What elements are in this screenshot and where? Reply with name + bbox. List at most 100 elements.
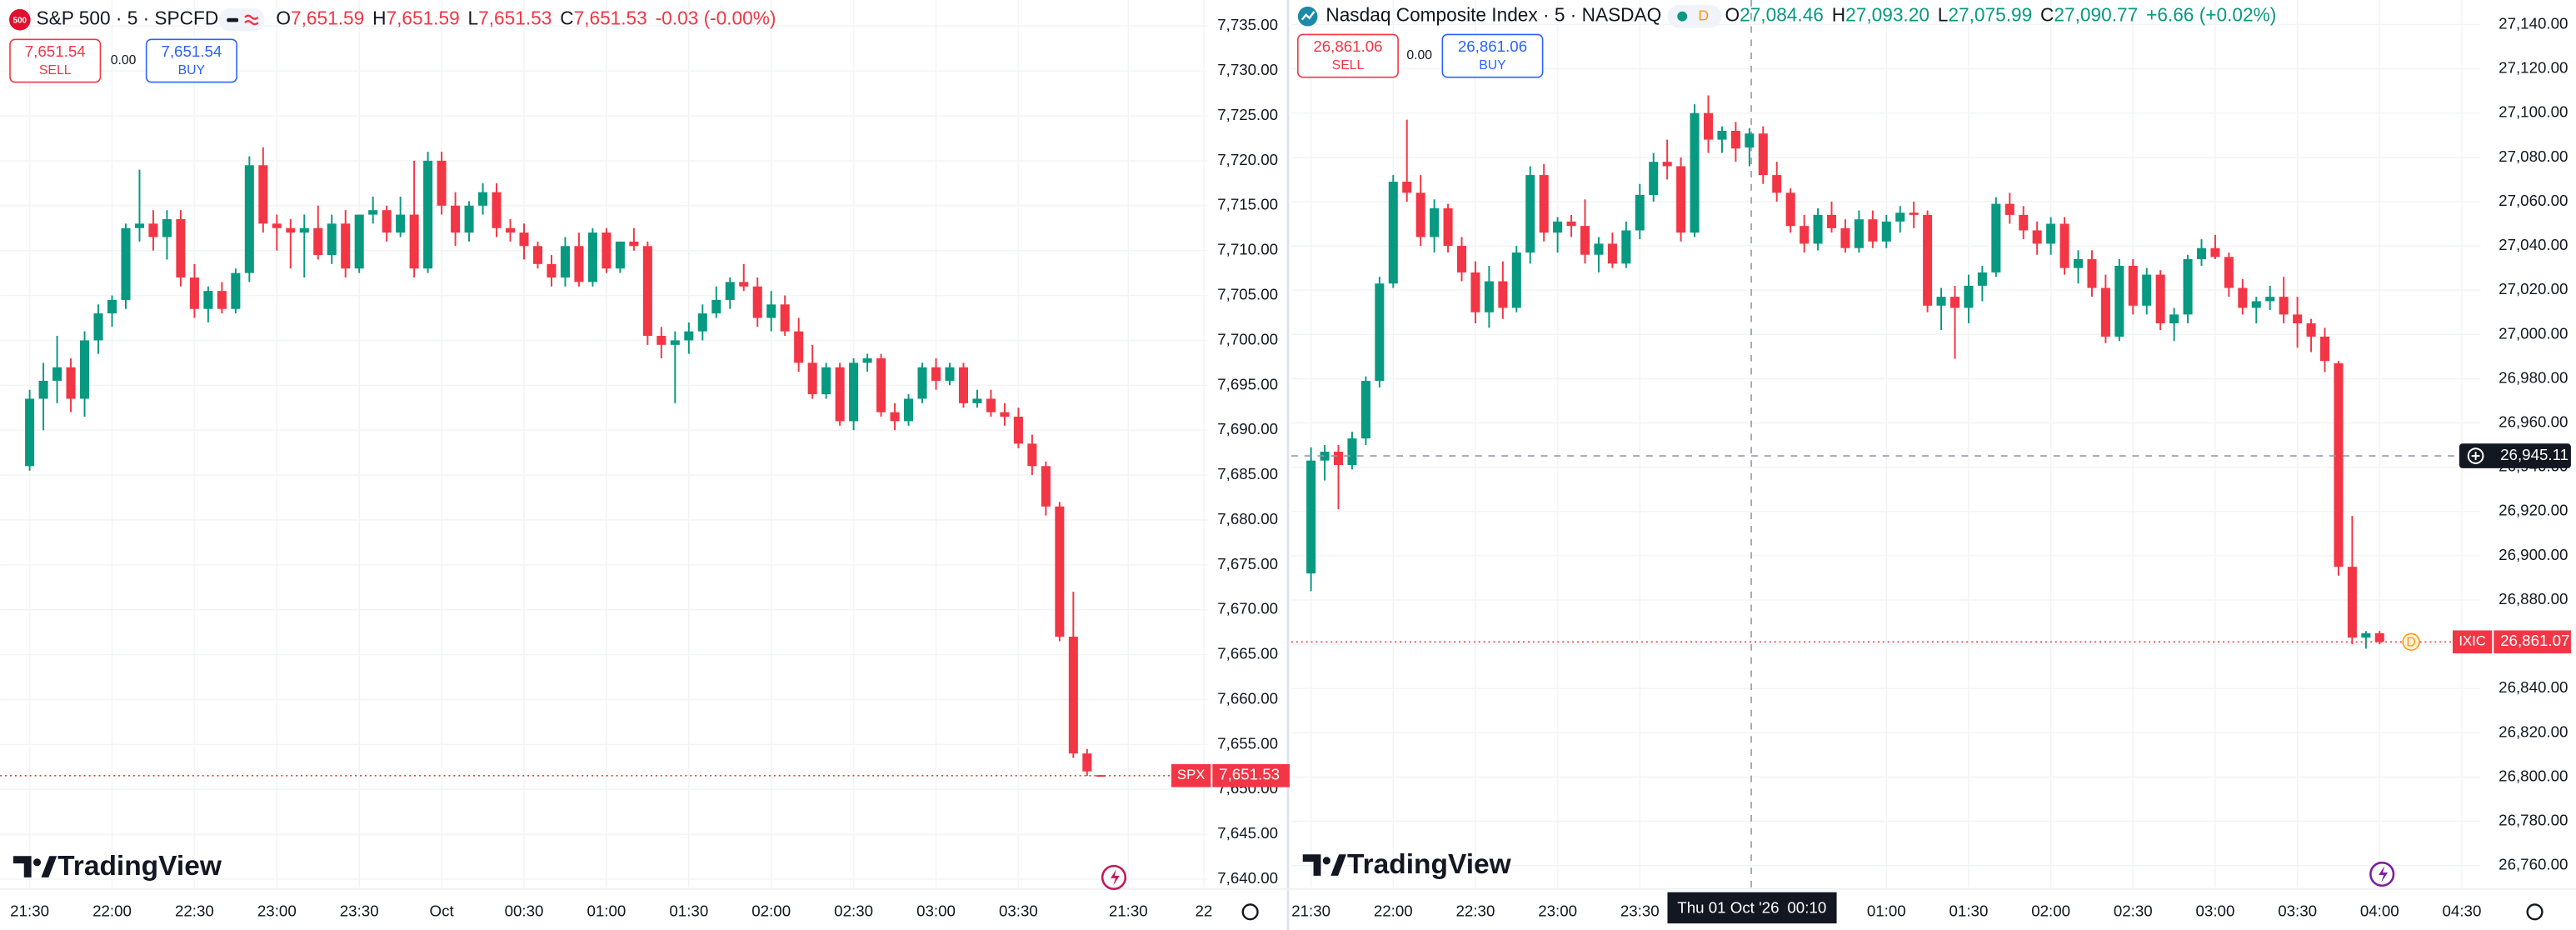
x-tick-label: 00:30 [505, 902, 544, 919]
candle-body [368, 210, 378, 215]
candle-body [1635, 194, 1645, 231]
x-tick-label: 23:30 [1620, 902, 1660, 919]
candle-body [80, 340, 90, 399]
x-tick-label: 23:30 [340, 902, 379, 919]
candle-body [807, 362, 817, 395]
ohlc-key: O [276, 8, 291, 29]
candle-body [2319, 336, 2330, 362]
buy-button[interactable] [1441, 33, 1544, 78]
x-tick-label: 01:30 [1949, 902, 1989, 919]
candle-body [2251, 301, 2261, 308]
candle-body [1000, 412, 1010, 418]
x-tick-label: 03:30 [999, 902, 1038, 919]
ohlc-key: O [1725, 4, 1740, 26]
settings-icon[interactable] [1241, 903, 1259, 921]
y-tick-label: 7,680.00 [1217, 510, 1278, 528]
candle-body [1511, 252, 1521, 308]
alert-icon[interactable] [1101, 864, 1127, 890]
y-tick-label: 26,780.00 [2499, 812, 2568, 829]
candle-body [752, 286, 762, 318]
buy-label: BUY [1479, 58, 1506, 72]
sell-button[interactable] [1297, 33, 1399, 78]
last-symbol-box [1171, 763, 1211, 788]
candle-body [1096, 775, 1106, 778]
x-tick-label: 22:30 [1456, 902, 1495, 919]
crosshair-time: 00:10 [1787, 898, 1826, 916]
x-tick-label: 22:00 [92, 902, 132, 919]
candle-body [1649, 162, 1659, 195]
last-symbol: SPX [1177, 767, 1206, 782]
y-tick-label: 7,715.00 [1217, 196, 1278, 213]
sell-button[interactable] [9, 38, 102, 83]
candle-body [1936, 297, 1946, 306]
candle-body [1306, 460, 1316, 574]
ohlc-key: L [1938, 4, 1949, 26]
y-tick-label: 26,820.00 [2499, 722, 2568, 740]
candle-body [2087, 259, 2097, 288]
crosshair-date-box [1667, 892, 1837, 924]
market-status-dot [1677, 11, 1688, 22]
y-tick-label: 7,645.00 [1217, 824, 1278, 842]
candle-body [1484, 281, 1494, 312]
y-tick-label: 7,660.00 [1217, 689, 1278, 707]
candle-body [766, 304, 776, 318]
buy-button[interactable] [145, 38, 237, 83]
candle-body [2210, 248, 2220, 258]
status-icon [227, 18, 239, 22]
alert-icon [2379, 866, 2389, 882]
alert-icon[interactable] [2369, 861, 2395, 888]
candle-body [849, 362, 859, 422]
settings-icon[interactable] [2526, 903, 2544, 921]
change: +6.66 (+0.02%) [2146, 4, 2276, 26]
candle-body [286, 228, 296, 233]
sell-price: 26,861.06 [1313, 38, 1382, 55]
candle-body [1388, 182, 1398, 284]
y-tick-label: 26,900.00 [2499, 546, 2568, 563]
candle-body [2046, 223, 2056, 244]
candle-body [876, 358, 886, 412]
candle-body [1621, 230, 1631, 264]
candle-body [1443, 208, 1453, 247]
y-tick-label: 26,960.00 [2499, 412, 2568, 430]
symbol-badge: 500 [13, 16, 27, 25]
session-badge: D [1698, 7, 1709, 23]
event-marker [2402, 632, 2420, 651]
candle-body [1826, 214, 1837, 228]
candle-body [478, 192, 488, 206]
candle-body [1717, 130, 1727, 140]
candle-body [1375, 283, 1385, 382]
candle-body [437, 160, 447, 206]
crosshair-plus [2467, 448, 2484, 464]
ohlc-legend: O7,651.59 H7,651.59 L7,651.53 C7,651.53 -0.0… [276, 8, 776, 29]
candle-body [2224, 257, 2234, 288]
candle-body [2169, 314, 2179, 324]
last-price-box [1212, 763, 1290, 788]
candle-body [299, 228, 309, 233]
y-tick-label: 7,720.00 [1217, 151, 1278, 168]
candle-body [217, 291, 227, 309]
candle-body [2183, 259, 2193, 315]
y-tick-label: 27,140.00 [2499, 14, 2568, 32]
candle-body [189, 277, 199, 309]
grid-layer [0, 0, 2481, 888]
candle-body [1594, 243, 1604, 255]
y-tick-label: 7,665.00 [1217, 645, 1278, 662]
candle-body [1868, 219, 1878, 242]
ohlc-value: 27,084.46 [1740, 4, 1824, 26]
candle-body [1566, 221, 1576, 227]
candle-body [1977, 272, 1987, 286]
candle-body [1964, 285, 1974, 308]
candle-body [1854, 219, 1864, 248]
candle-body [1553, 221, 1563, 233]
candle-body [1456, 246, 1467, 272]
alert-icon [1111, 869, 1120, 886]
candle-body [1525, 175, 1535, 253]
ohlc-value: 7,651.53 [574, 8, 647, 29]
ohlc-value: 27,090.77 [2054, 4, 2138, 26]
candle-body [382, 210, 392, 233]
candle-body [2374, 632, 2384, 642]
candle-body [1041, 466, 1051, 507]
sell-label: SELL [1332, 58, 1365, 72]
ohlc-legend: O27,084.46 H27,093.20 L27,075.99 C27,090.77… [1725, 4, 2276, 26]
candle-body [2306, 323, 2316, 337]
